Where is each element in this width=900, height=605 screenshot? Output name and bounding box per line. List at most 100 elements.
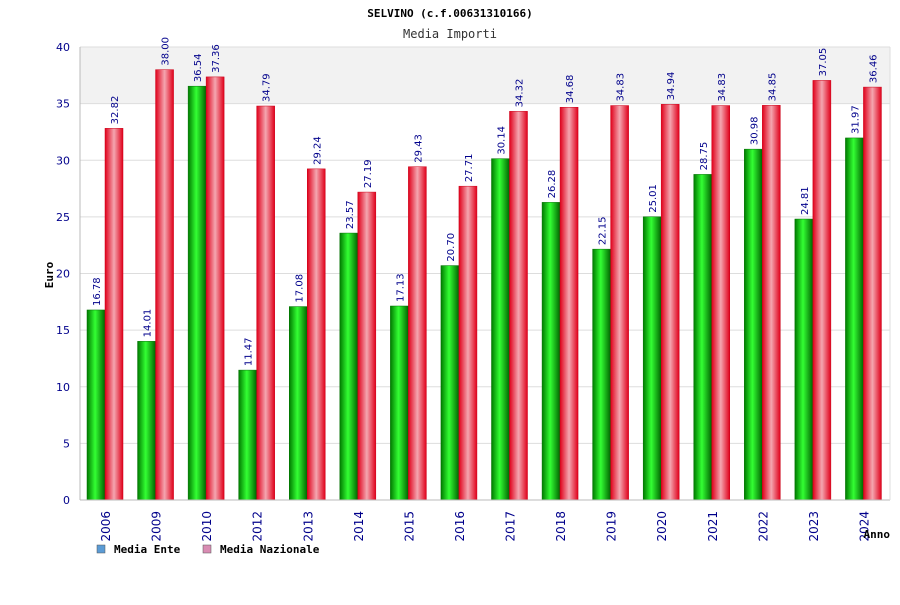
bar-media-nazionale-2006 [104,128,124,501]
bar-media-nazionale-2010 [205,76,225,501]
x-tick-label: 2020 [655,511,669,542]
y-axis-label: Euro [43,261,56,288]
bar-media-ente-2019 [592,248,611,501]
data-label: 34.83 [616,73,627,102]
data-label: 34.68 [565,75,576,104]
y-tick-label: 15 [56,324,70,337]
data-label: 24.81 [800,186,811,215]
data-label: 22.15 [598,217,609,246]
x-tick-label: 2019 [605,511,619,542]
data-label: 32.82 [110,96,121,125]
bar-media-nazionale-2018 [559,106,579,501]
data-label: 23.57 [345,200,356,229]
data-label: 17.08 [294,274,305,303]
bar-media-nazionale-2024 [863,86,882,501]
y-tick-label: 5 [63,437,70,450]
data-label: 37.36 [211,44,222,73]
data-label: 25.01 [648,184,659,213]
chart-subtitle: Media Importi [403,27,497,41]
bar-media-ente-2022 [744,148,763,501]
bar-media-nazionale-2017 [509,111,528,501]
data-label: 34.79 [262,73,273,102]
x-tick-label: 2014 [352,511,366,542]
x-tick-label: 2024 [857,511,871,542]
data-label: 34.94 [666,72,677,101]
legend-label: Media Ente [114,543,181,556]
bar-media-ente-2016 [440,265,460,501]
data-label: 34.32 [515,79,526,108]
data-label: 28.75 [699,142,710,171]
x-tick-label: 2022 [756,511,770,542]
x-tick-label: 2009 [150,511,164,542]
bar-media-ente-2020 [642,216,662,501]
x-axis-label: Anno [864,528,891,541]
bar-media-nazionale-2016 [458,185,478,501]
bar-media-ente-2014 [339,232,359,501]
legend-swatch [96,544,106,554]
x-tick-label: 2017 [504,511,518,542]
data-label: 34.85 [767,73,778,102]
y-tick-label: 30 [56,154,70,167]
y-tick-label: 10 [56,381,70,394]
y-tick-label: 25 [56,211,70,224]
bar-media-nazionale-2019 [610,105,629,501]
bar-media-nazionale-2009 [155,69,174,501]
x-tick-label: 2021 [706,511,720,542]
data-label: 38.00 [161,37,172,66]
data-label: 16.78 [92,277,103,306]
data-label: 29.43 [413,134,424,163]
bar-media-nazionale-2021 [711,105,730,501]
bar-media-ente-2018 [541,202,561,501]
data-label: 14.01 [143,309,154,338]
bar-media-nazionale-2015 [408,166,427,501]
data-label: 20.70 [446,233,457,262]
chart-title: SELVINO (c.f.00631310166) [367,7,533,20]
data-label: 34.83 [717,73,728,102]
x-tick-label: 2015 [402,511,416,542]
legend-swatch [202,544,212,554]
y-tick-label: 40 [56,41,70,54]
bar-media-nazionale-2013 [307,168,326,501]
data-label: 31.97 [850,105,861,134]
x-tick-label: 2013 [301,511,315,542]
data-label: 37.05 [818,48,829,77]
x-tick-label: 2016 [453,511,467,542]
data-label: 29.24 [312,136,323,165]
data-label: 17.13 [395,273,406,302]
bar-media-ente-2013 [289,306,308,501]
bar-media-nazionale-2014 [357,191,377,501]
x-tick-label: 2006 [99,511,113,542]
bar-media-ente-2024 [845,137,864,501]
bar-media-nazionale-2023 [812,80,832,501]
y-tick-label: 0 [63,494,70,507]
bar-media-nazionale-2022 [762,105,781,501]
data-label: 27.71 [464,154,475,183]
x-tick-label: 2023 [807,511,821,542]
x-tick-label: 2012 [251,511,265,542]
data-label: 30.14 [497,126,508,155]
x-tick-label: 2010 [200,511,214,542]
bar-media-nazionale-2012 [256,105,275,501]
y-tick-label: 35 [56,98,70,111]
bar-media-ente-2009 [137,341,156,501]
y-tick-label: 20 [56,268,70,281]
bar-media-ente-2012 [238,369,257,501]
bar-media-ente-2021 [693,174,712,501]
bar-media-ente-2010 [187,85,207,501]
bar-media-ente-2006 [86,309,106,501]
x-tick-label: 2018 [554,511,568,542]
data-label: 36.46 [868,54,879,83]
legend-label: Media Nazionale [220,543,320,556]
bar-media-nazionale-2020 [660,104,680,501]
data-label: 11.47 [244,337,255,366]
data-label: 30.98 [749,117,760,146]
data-label: 27.19 [363,159,374,188]
bar-media-ente-2023 [794,218,814,501]
legend: Media Ente Media Nazionale [96,543,320,556]
bar-media-ente-2017 [491,158,510,501]
data-label: 36.54 [193,54,204,83]
bar-media-ente-2015 [390,305,409,501]
data-label: 26.28 [547,170,558,199]
